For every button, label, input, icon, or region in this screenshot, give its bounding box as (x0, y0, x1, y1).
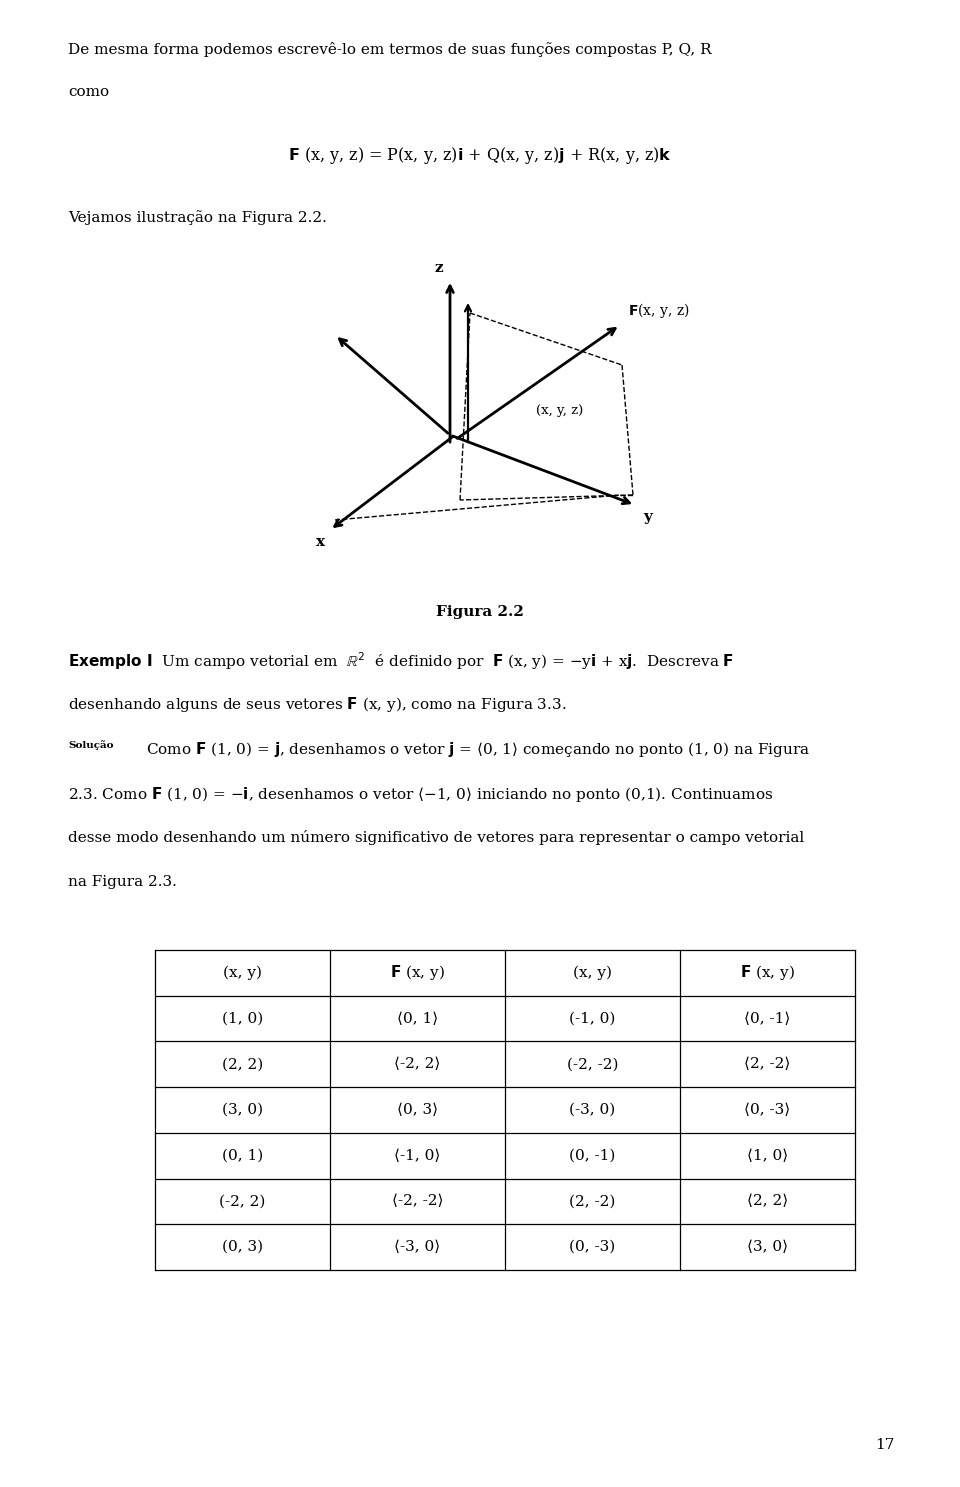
Text: ⟨-1, 0⟩: ⟨-1, 0⟩ (395, 1149, 441, 1163)
Text: ⟨0, 1⟩: ⟨0, 1⟩ (396, 1011, 438, 1026)
Text: $\mathbf{F}$ (x, y): $\mathbf{F}$ (x, y) (740, 964, 795, 983)
Text: Figura 2.2: Figura 2.2 (436, 605, 524, 619)
Text: (x, y): (x, y) (223, 965, 262, 980)
Text: $\mathbf{F}$ (x, y): $\mathbf{F}$ (x, y) (390, 964, 444, 983)
Text: (-2, 2): (-2, 2) (219, 1194, 266, 1209)
Text: ⟨0, -3⟩: ⟨0, -3⟩ (744, 1103, 791, 1117)
Text: (2, -2): (2, -2) (569, 1194, 615, 1209)
Text: z: z (434, 262, 443, 275)
Text: ⟨1, 0⟩: ⟨1, 0⟩ (747, 1149, 788, 1163)
Text: 2.3. Como $\mathbf{F}$ (1, 0) = $-\mathbf{i}$, desenhamos o vetor $\langle$$-$1,: 2.3. Como $\mathbf{F}$ (1, 0) = $-\mathb… (68, 785, 774, 804)
Text: desenhando alguns de seus vetores $\mathbf{F}$ (x, y), como na Figura 3.3.: desenhando alguns de seus vetores $\math… (68, 694, 566, 714)
Text: (x, y, z): (x, y, z) (537, 403, 584, 416)
Text: (0, 1): (0, 1) (222, 1149, 263, 1163)
Text: como: como (68, 85, 109, 100)
Text: $\mathbf{Exemplo\ I}$  Um campo vetorial em  $\mathbb{R}^2$  é definido por  $\m: $\mathbf{Exemplo\ I}$ Um campo vetorial … (68, 650, 734, 672)
Text: $\mathbf{F}$(x, y, z): $\mathbf{F}$(x, y, z) (628, 300, 689, 320)
Text: na Figura 2.3.: na Figura 2.3. (68, 874, 177, 889)
Text: (x, y): (x, y) (573, 965, 612, 980)
Text: De mesma forma podemos escrevê-lo em termos de suas funções compostas P, Q, R: De mesma forma podemos escrevê-lo em ter… (68, 42, 711, 57)
Text: ⟨-3, 0⟩: ⟨-3, 0⟩ (395, 1240, 441, 1254)
Text: $\mathbf{F}$ (x, y, z) = P(x, y, z)$\mathbf{i}$ + Q(x, y, z)$\mathbf{j}$ + R(x, : $\mathbf{F}$ (x, y, z) = P(x, y, z)$\mat… (288, 146, 672, 167)
Text: (-3, 0): (-3, 0) (569, 1103, 615, 1117)
Text: ⟨2, 2⟩: ⟨2, 2⟩ (747, 1194, 788, 1209)
Text: x: x (316, 535, 325, 549)
Text: y: y (643, 510, 652, 523)
Text: ⟨2, -2⟩: ⟨2, -2⟩ (744, 1057, 791, 1071)
Text: (0, -3): (0, -3) (569, 1240, 615, 1254)
Text: ⟨-2, -2⟩: ⟨-2, -2⟩ (392, 1194, 444, 1209)
Text: ⟨0, 3⟩: ⟨0, 3⟩ (396, 1103, 438, 1117)
Text: (-1, 0): (-1, 0) (569, 1011, 615, 1026)
Text: (-2, -2): (-2, -2) (566, 1057, 618, 1071)
Text: (0, -1): (0, -1) (569, 1149, 615, 1163)
Text: Solução: Solução (68, 741, 113, 749)
Text: ⟨-2, 2⟩: ⟨-2, 2⟩ (395, 1057, 441, 1071)
Text: (1, 0): (1, 0) (222, 1011, 263, 1026)
Text: (0, 3): (0, 3) (222, 1240, 263, 1254)
Text: ⟨0, -1⟩: ⟨0, -1⟩ (744, 1011, 791, 1026)
Text: Como $\mathbf{F}$ (1, 0) = $\mathbf{j}$, desenhamos o vetor $\mathbf{j}$ = $\lan: Como $\mathbf{F}$ (1, 0) = $\mathbf{j}$,… (146, 741, 810, 758)
Text: desse modo desenhando um número significativo de vetores para representar o camp: desse modo desenhando um número signific… (68, 830, 804, 845)
Text: ⟨3, 0⟩: ⟨3, 0⟩ (747, 1240, 788, 1254)
Text: (2, 2): (2, 2) (222, 1057, 263, 1071)
Text: Vejamos ilustração na Figura 2.2.: Vejamos ilustração na Figura 2.2. (68, 210, 326, 225)
Text: (3, 0): (3, 0) (222, 1103, 263, 1117)
Text: 17: 17 (876, 1438, 895, 1451)
